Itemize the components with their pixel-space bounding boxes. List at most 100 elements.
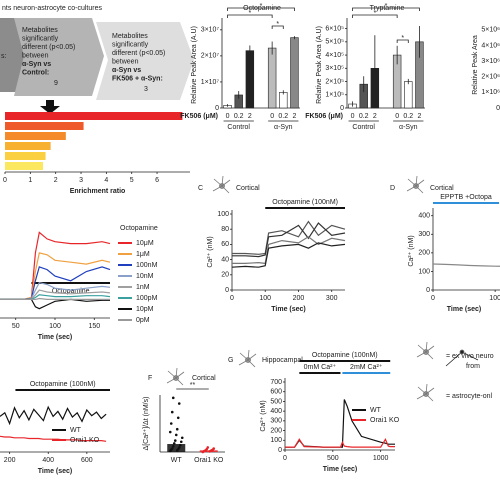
- y-tick-label: 400: [270, 408, 282, 415]
- y-tick-label: 3×10⁵: [325, 65, 344, 72]
- x-tick-label: 100: [489, 295, 500, 302]
- group-label: Control: [352, 124, 375, 131]
- x-tick-label: 100: [49, 323, 61, 330]
- x-tick-label: 6: [155, 177, 159, 184]
- step-text: between: [112, 58, 139, 65]
- legend-label: Orai1 KO: [370, 417, 400, 424]
- panel-subtitle: Hippocampal: [262, 357, 303, 364]
- step-text: significantly: [112, 41, 149, 48]
- significance-bracket: [227, 14, 273, 18]
- legend-label: 100nM: [136, 262, 158, 269]
- data-point: [178, 443, 182, 447]
- x-tick-label: 0: [431, 295, 435, 302]
- x-tick-label: 400: [42, 457, 54, 464]
- x-tick-label: 0.2: [278, 113, 288, 120]
- legend-label: 100pM: [136, 295, 158, 302]
- stimulus-label: Octopamine (100nM): [312, 352, 378, 359]
- series-line: [432, 263, 500, 267]
- legend-label: Orai1 KO: [70, 437, 100, 444]
- significance-bracket: [396, 39, 409, 43]
- x-tick-label: 600: [81, 457, 93, 464]
- x-tick-label: Orai1 KO: [194, 457, 224, 464]
- y-tick-label: 6×10⁵: [325, 25, 344, 32]
- step-shape: [96, 22, 194, 100]
- schematic-text: = ex vivo neuro: [446, 353, 494, 360]
- legend-label: 10pM: [136, 306, 154, 313]
- step-text: different (p<0.05): [22, 44, 75, 51]
- legend-title: Octopamine: [120, 225, 158, 232]
- data-point: [180, 436, 184, 440]
- mean-bar: [167, 444, 186, 452]
- panel-label: D: [390, 185, 395, 192]
- significance-label: *: [260, 3, 263, 10]
- schematic-text: = astrocyte-onl: [446, 393, 493, 400]
- x-tick-label: 3: [79, 177, 83, 184]
- legend-label: 0pM: [136, 317, 150, 324]
- y-tick-label: 100: [418, 268, 430, 275]
- step-text: significantly: [22, 35, 59, 42]
- legend-label: 1nM: [136, 284, 150, 291]
- significance-label: *: [248, 10, 251, 17]
- data-point: [171, 396, 175, 400]
- y-axis-label: Relative Peak Area: [472, 35, 479, 95]
- y-tick-label: 2×10⁵: [325, 78, 344, 85]
- y-axis-label: Ca²⁺ (nM): [260, 400, 267, 431]
- y-tick-label: 0: [225, 287, 229, 294]
- panel-label: G: [228, 357, 233, 364]
- x-axis-label: Time (sec): [271, 306, 306, 313]
- x-tick-label: 1000: [373, 455, 389, 462]
- y-tick-label: 0: [496, 105, 500, 112]
- y-tick-label: 4×10⁵: [325, 52, 344, 59]
- step-text: α-Syn vs: [22, 61, 51, 68]
- down-arrow: [40, 100, 60, 114]
- bar: [290, 37, 299, 109]
- legend-label: WT: [370, 407, 382, 414]
- bar: [5, 132, 66, 140]
- significance-label: *: [373, 10, 376, 17]
- x-tick-label: 2: [417, 113, 421, 120]
- x-tick-label: 200: [293, 295, 305, 302]
- y-tick-label: 500: [270, 398, 282, 405]
- y-tick-label: 60: [221, 241, 229, 248]
- bar: [5, 162, 44, 170]
- x-tick-label: 1: [28, 177, 32, 184]
- group-label: Control: [227, 124, 250, 131]
- x-tick-label: 200: [4, 457, 16, 464]
- stimulus-label: 0mM Ca²⁺: [304, 364, 337, 371]
- group-label: α-Syn: [399, 124, 418, 131]
- x-tick-label: 150: [88, 323, 100, 330]
- data-point: [174, 433, 178, 437]
- bar: [404, 81, 413, 109]
- x-tick-label: 300: [326, 295, 338, 302]
- data-point: [172, 442, 176, 445]
- bar: [245, 50, 255, 109]
- y-tick-label: 20: [221, 272, 229, 279]
- panel-subtitle: Cortical: [430, 185, 454, 192]
- x-tick-label: 0: [395, 113, 399, 120]
- series-line: [231, 242, 346, 268]
- panel-subtitle: Cortical: [236, 185, 260, 192]
- step-count: 9: [54, 80, 58, 87]
- significance-label: **: [190, 382, 196, 389]
- header-title: nts neuron-astrocyte co-cultures: [2, 5, 102, 12]
- x-axis-label: Time (sec): [447, 306, 482, 313]
- y-tick-label: 300: [418, 231, 430, 238]
- y-tick-label: 40: [221, 256, 229, 263]
- x-tick-label: 0: [3, 177, 7, 184]
- y-tick-label: 0: [426, 287, 430, 294]
- schematic-text: from: [466, 363, 480, 370]
- stimulus-label: EPPTB +Octopa: [440, 194, 492, 201]
- step-text: Metabolites: [22, 27, 58, 34]
- x-tick-label: 0.2: [234, 113, 244, 120]
- data-point: [169, 422, 173, 425]
- y-tick-label: 0: [215, 105, 219, 112]
- stimulus-label: Octopamine (100nM): [30, 381, 96, 388]
- series-line: [285, 437, 395, 448]
- stimulus-label: Octopamine (100nM): [272, 199, 338, 206]
- x-tick-label: 2: [54, 177, 58, 184]
- data-point: [170, 410, 174, 414]
- x-tick-label: 500: [327, 455, 339, 462]
- series-line: [232, 236, 346, 265]
- y-axis-label: Ca²⁺ (nM): [207, 236, 214, 267]
